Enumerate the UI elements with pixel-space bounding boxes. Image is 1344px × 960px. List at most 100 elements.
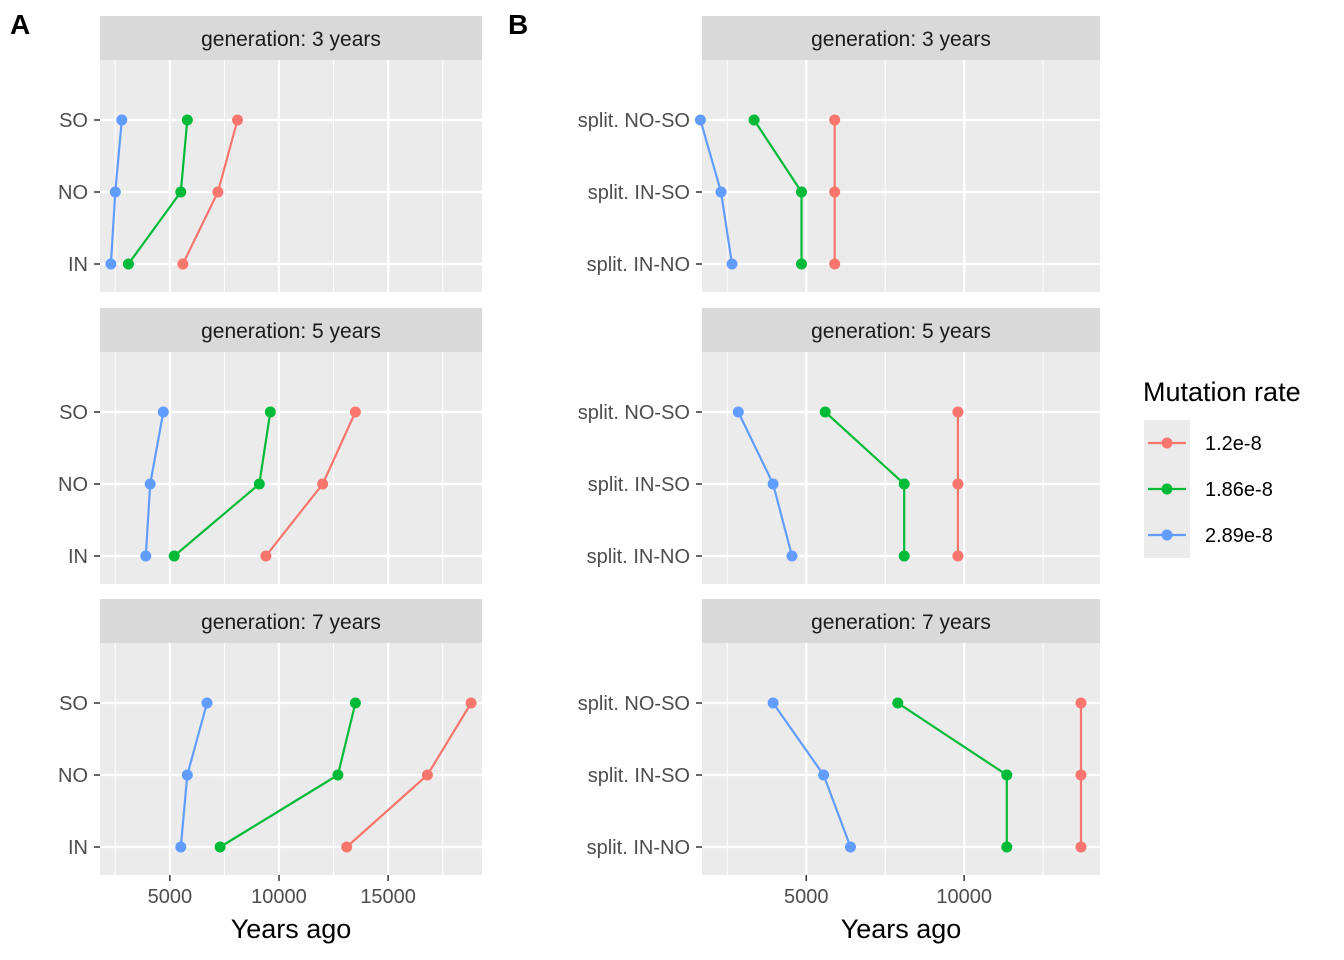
y-tick-label: split. IN-SO (588, 474, 690, 496)
data-point (140, 550, 152, 562)
data-point (109, 186, 121, 198)
data-point (144, 478, 156, 490)
x-tick-label: 15000 (360, 886, 416, 908)
y-tick-label: split. NO-SO (578, 693, 690, 715)
data-point (232, 114, 243, 126)
plot-background (100, 352, 482, 584)
y-tick-label: IN (68, 546, 88, 568)
panel-label-a: A (10, 9, 30, 40)
facet-strip-label: generation: 7 years (201, 611, 381, 634)
plot-background (702, 643, 1100, 875)
data-point (829, 114, 841, 126)
legend-key-point (1161, 437, 1173, 449)
y-tick-label: SO (59, 402, 88, 424)
data-point (465, 697, 477, 709)
data-point (829, 186, 841, 198)
panel-label-b: B (508, 9, 528, 40)
y-tick-label: split. IN-NO (587, 837, 690, 859)
data-point (332, 769, 344, 781)
data-point (952, 550, 964, 562)
y-tick-label: split. NO-SO (578, 402, 690, 424)
data-point (201, 697, 213, 709)
legend-title: Mutation rate (1143, 377, 1301, 407)
y-tick-label: NO (58, 182, 88, 204)
data-point (819, 406, 831, 418)
facet-strip-label: generation: 5 years (201, 320, 381, 343)
data-point (1001, 841, 1013, 853)
facet-strip-label: generation: 3 years (201, 28, 381, 51)
facet-strip (100, 599, 482, 643)
data-point (818, 769, 830, 781)
facet-panel: generation: 7 years IN NO SO (58, 599, 482, 875)
data-point (845, 841, 856, 853)
data-point (1075, 841, 1087, 853)
x-tick-label: 10000 (936, 886, 992, 908)
data-point (952, 406, 964, 418)
facet-strip (100, 308, 482, 352)
data-point (116, 114, 128, 126)
x-axis-title: Years ago (841, 914, 962, 944)
legend-label: 2.89e-8 (1205, 525, 1273, 547)
facet-strip-label: generation: 5 years (811, 320, 991, 343)
x-tick-label: 5000 (784, 886, 829, 908)
plot-background (100, 643, 482, 875)
legend-label: 1.2e-8 (1205, 433, 1262, 455)
y-tick-label: IN (68, 254, 88, 276)
data-point (767, 697, 779, 709)
data-point (1075, 697, 1087, 709)
data-point (898, 478, 910, 490)
x-tick-label: 5000 (148, 886, 193, 908)
facet-strip-label: generation: 7 years (811, 611, 991, 634)
data-point (105, 258, 117, 270)
plot-background (702, 60, 1100, 292)
facet-panel: generation: 7 years split. IN-NO split. IN… (578, 599, 1100, 875)
facet-panel: generation: 3 years IN NO SO (58, 16, 482, 292)
facet-strip (702, 599, 1100, 643)
x-tick-label: 10000 (251, 886, 307, 908)
y-tick-label: split. IN-SO (588, 182, 690, 204)
data-point (181, 114, 193, 126)
data-point (732, 406, 744, 418)
data-point (694, 114, 706, 126)
data-point (122, 258, 134, 270)
y-tick-label: SO (59, 693, 88, 715)
y-tick-label: SO (59, 110, 88, 132)
y-tick-label: split. NO-SO (578, 110, 690, 132)
data-point (748, 114, 760, 126)
facet-strip-label: generation: 3 years (811, 28, 991, 51)
legend: Mutation rate 1.2e-8 1.86e-8 2.89e-8 (1143, 377, 1301, 558)
y-tick-label: NO (58, 474, 88, 496)
data-point (715, 186, 727, 198)
data-point (796, 186, 807, 198)
data-point (253, 478, 265, 490)
facet-panel: generation: 5 years split. IN-NO split. IN… (578, 308, 1100, 584)
data-point (898, 550, 910, 562)
data-point (260, 550, 272, 562)
y-tick-label: split. IN-SO (588, 765, 690, 787)
facet-strip (702, 308, 1100, 352)
legend-key-point (1161, 483, 1173, 495)
data-point (767, 478, 779, 490)
data-point (214, 841, 226, 853)
data-point (175, 841, 187, 853)
data-point (175, 186, 187, 198)
data-point (349, 406, 361, 418)
facet-panel: generation: 3 years split. IN-NO split. IN… (578, 16, 1100, 292)
data-point (168, 550, 180, 562)
legend-key-point (1161, 529, 1173, 541)
data-point (1075, 769, 1087, 781)
y-tick-label: IN (68, 837, 88, 859)
data-point (829, 258, 841, 270)
data-point (212, 186, 224, 198)
x-axis-title: Years ago (231, 914, 352, 944)
data-point (786, 550, 798, 562)
facet-panel: generation: 5 years IN NO SO (58, 308, 482, 584)
y-tick-label: split. IN-NO (587, 546, 690, 568)
plot-background (702, 352, 1100, 584)
data-point (421, 769, 433, 781)
data-point (177, 258, 189, 270)
legend-label: 1.86e-8 (1205, 479, 1273, 501)
plot-background (100, 60, 482, 292)
facet-strip (100, 16, 482, 60)
